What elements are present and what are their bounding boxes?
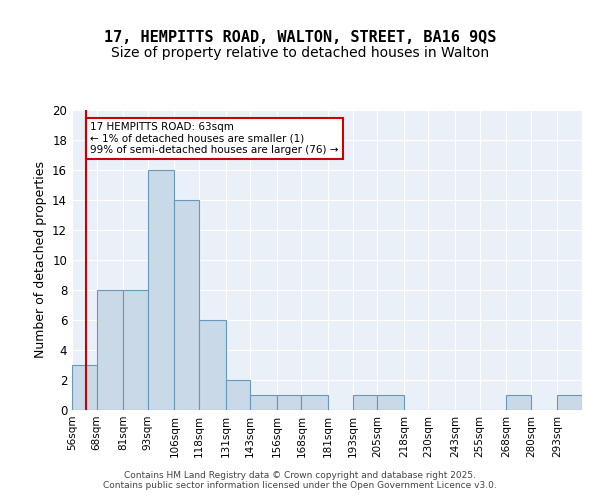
Bar [250, 395, 277, 410]
Y-axis label: Number of detached properties: Number of detached properties [34, 162, 47, 358]
Bar [557, 395, 582, 410]
Bar [123, 290, 148, 410]
Bar [97, 290, 123, 410]
Bar [148, 170, 175, 410]
Bar [199, 320, 226, 410]
Bar [226, 380, 250, 410]
Text: 17 HEMPITTS ROAD: 63sqm
← 1% of detached houses are smaller (1)
99% of semi-deta: 17 HEMPITTS ROAD: 63sqm ← 1% of detached… [91, 122, 339, 155]
Bar [277, 395, 301, 410]
Bar [506, 395, 531, 410]
Bar [377, 395, 404, 410]
Bar [175, 200, 199, 410]
Bar [72, 365, 97, 410]
Bar [353, 395, 377, 410]
Bar [301, 395, 328, 410]
Text: 17, HEMPITTS ROAD, WALTON, STREET, BA16 9QS: 17, HEMPITTS ROAD, WALTON, STREET, BA16 … [104, 30, 496, 45]
Text: Contains HM Land Registry data © Crown copyright and database right 2025.
Contai: Contains HM Land Registry data © Crown c… [103, 470, 497, 490]
Text: Size of property relative to detached houses in Walton: Size of property relative to detached ho… [111, 46, 489, 60]
